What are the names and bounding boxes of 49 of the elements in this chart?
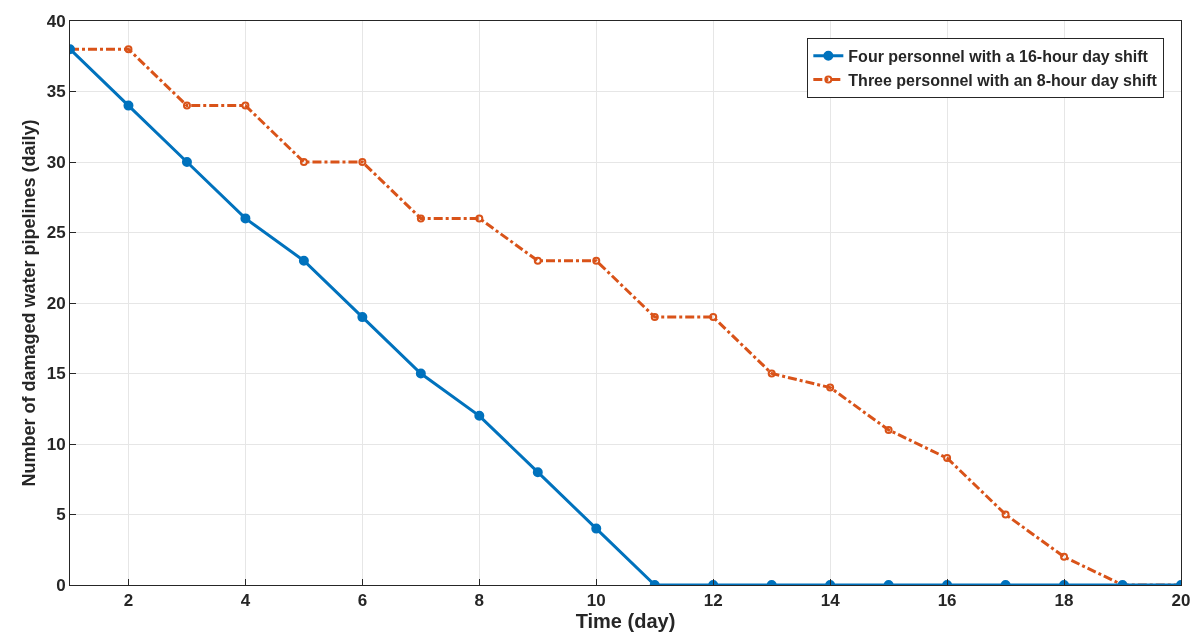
point	[357, 312, 368, 323]
legend-label: Four personnel with a 16-hour day shift	[848, 48, 1149, 66]
x-tick-label: 4	[240, 591, 251, 611]
x-tick-label: 10	[586, 591, 606, 611]
point	[298, 255, 309, 266]
point	[181, 157, 192, 167]
y-tick-label: 10	[46, 434, 66, 454]
x-tick-label: 14	[820, 591, 841, 611]
y-tick-label: 35	[46, 82, 66, 102]
point	[182, 101, 191, 110]
x-tick-label: 6	[357, 591, 368, 611]
y-tick-label: 15	[46, 364, 66, 384]
point	[591, 523, 602, 534]
y-axis-title: Number of damaged water pipelines (daily)	[18, 119, 39, 487]
x-tick-label: 16	[937, 591, 957, 611]
point	[416, 214, 425, 223]
point	[124, 45, 133, 54]
point	[709, 313, 718, 322]
x-tick-label: 18	[1054, 591, 1074, 611]
x-axis-title: Time (day)	[575, 610, 676, 633]
point	[650, 313, 659, 322]
point	[533, 256, 542, 265]
point	[240, 213, 251, 224]
point	[241, 101, 250, 110]
x-tick-label: 2	[123, 591, 134, 611]
point	[884, 425, 893, 434]
point	[474, 410, 485, 421]
y-tick-label: 30	[46, 152, 66, 172]
point	[1001, 510, 1010, 519]
y-tick-label: 5	[56, 505, 66, 525]
point	[767, 369, 776, 378]
point	[826, 383, 835, 392]
point	[358, 158, 367, 166]
point	[1060, 552, 1069, 561]
point	[532, 467, 543, 478]
legend-label: Three personnel with an 8-hour day shift	[848, 71, 1158, 89]
y-tick-label: 25	[46, 223, 66, 243]
y-tick-label: 40	[46, 11, 66, 31]
point	[475, 214, 484, 223]
point	[592, 256, 601, 265]
point	[415, 368, 426, 379]
point	[943, 454, 952, 463]
y-tick-label: 20	[46, 293, 66, 313]
point	[299, 158, 308, 166]
x-tick-label: 12	[703, 591, 723, 611]
point	[123, 100, 134, 111]
x-tick-label: 8	[474, 591, 485, 611]
y-tick-label: 0	[56, 575, 66, 595]
x-tick-label: 20	[1171, 591, 1191, 611]
